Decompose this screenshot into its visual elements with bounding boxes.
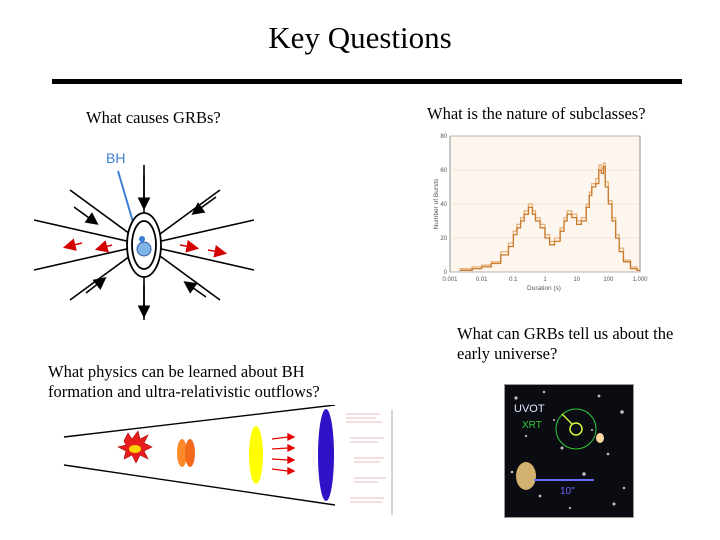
host-galaxy: [596, 433, 604, 443]
explosion-core: [129, 445, 141, 453]
shell-orange-1: [177, 439, 187, 467]
y-axis-label: Number of Bursts: [433, 178, 440, 229]
outflow-arrows-red: [271, 432, 296, 476]
xrt-circle: [555, 408, 597, 450]
shell-orange-2: [185, 439, 195, 467]
bh-seed: [139, 236, 145, 242]
y-tick-label: 60: [440, 168, 447, 174]
uvot-label: UVOT: [514, 403, 545, 415]
bh-collapse-diagram: BH: [33, 150, 255, 320]
question-physics: What physics can be learned about BH for…: [48, 362, 320, 401]
x-tick-label: 100: [603, 277, 614, 283]
y-tick-label: 0: [444, 270, 448, 276]
question-early-universe: What can GRBs tell us about the early un…: [457, 324, 674, 363]
series-line-a: [459, 165, 640, 271]
x-tick-label: 10: [573, 277, 580, 283]
x-axis-label: Duration (s): [527, 285, 561, 292]
uvot-circle: [569, 422, 583, 436]
shell-yellow: [249, 426, 263, 484]
title-rule: [52, 79, 682, 84]
x-tick-label: 0.01: [476, 277, 488, 283]
jet-cone-upper: [63, 405, 336, 438]
deep-field-image: UVOT XRT 10": [503, 383, 635, 519]
question-subclasses: What is the nature of subclasses?: [427, 104, 646, 123]
grid-lines: [450, 135, 640, 273]
jet-outflow-diagram: [63, 405, 336, 506]
page-title: Key Questions: [268, 20, 452, 55]
scale-label: 10": [560, 486, 575, 497]
x-tick-label: 1: [543, 277, 547, 283]
field-stars: [510, 390, 626, 510]
annotation-notes: [346, 410, 393, 515]
x-tick-label: 0.001: [442, 277, 458, 283]
question-causes: What causes GRBs?: [86, 108, 221, 127]
x-tick-labels: 0.001 0.01 0.1 1 10 100 1,000: [442, 277, 648, 283]
jet-cone-lower: [63, 464, 336, 506]
uvot-pointer: [561, 413, 573, 425]
bh-label: BH: [106, 150, 125, 166]
y-tick-label: 80: [440, 134, 447, 140]
duration-histogram: 0 20 40 60 80 0.001 0.01 0.1 1 10 100 1,000 Durati…: [433, 134, 648, 292]
y-tick-labels: 0 20 40 60 80: [440, 134, 447, 276]
y-tick-label: 40: [440, 202, 447, 208]
xrt-label: XRT: [522, 420, 542, 431]
bright-galaxy: [516, 462, 536, 490]
black-hole-core: [136, 241, 152, 257]
outflow-arrows: [62, 238, 228, 258]
x-tick-label: 0.1: [509, 277, 518, 283]
shell-blue: [318, 409, 334, 501]
inflow-arrows: [73, 175, 217, 319]
y-tick-label: 20: [440, 236, 447, 242]
x-tick-label: 1,000: [632, 277, 648, 283]
